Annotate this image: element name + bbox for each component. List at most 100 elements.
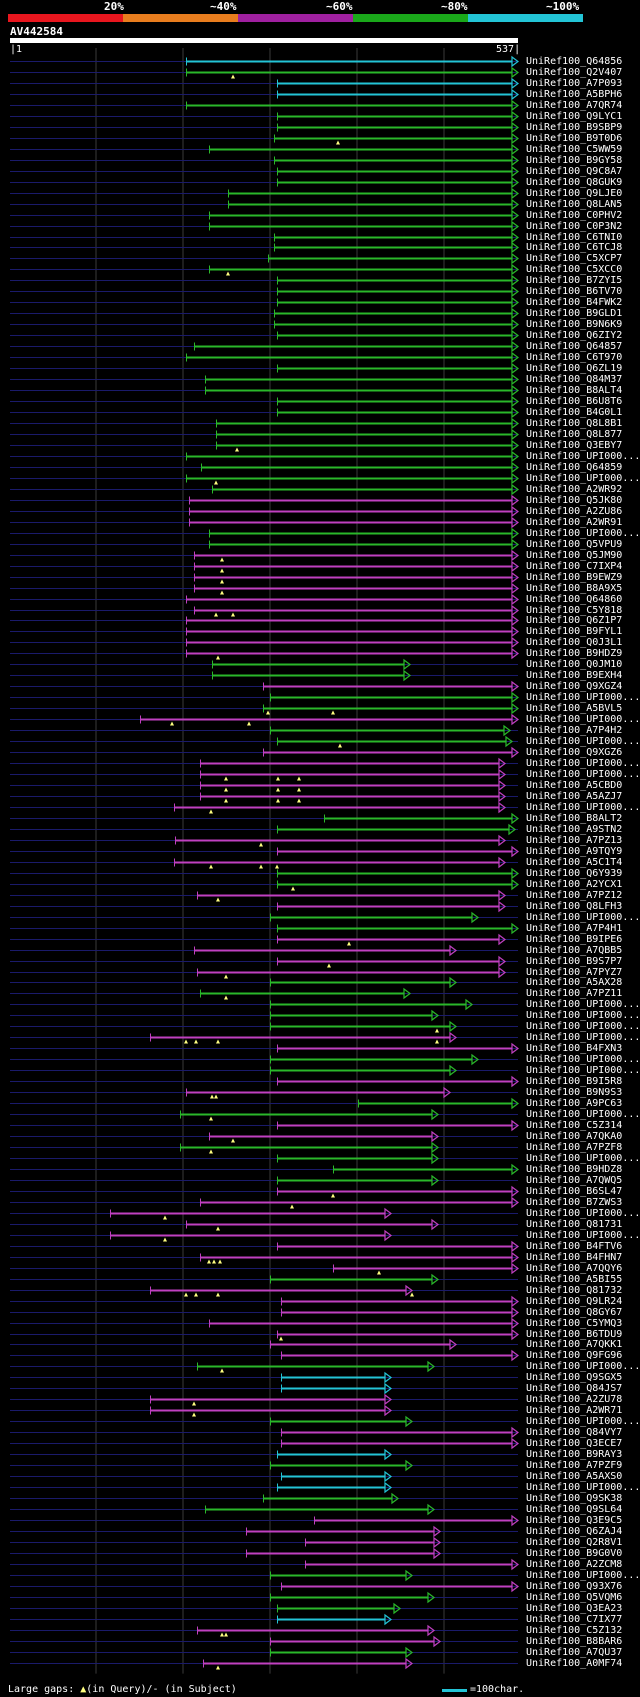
hit-label[interactable]: UniRef100_Q81732: [526, 1284, 623, 1296]
hit-label[interactable]: UniRef100_UPI000...: [526, 472, 640, 484]
hit-label[interactable]: UniRef100_UPI000...: [526, 1569, 640, 1581]
hit-label[interactable]: UniRef100_A2WR71: [526, 1404, 623, 1416]
hit-label[interactable]: UniRef100_B9S7P7: [526, 955, 623, 967]
hit-label[interactable]: UniRef100_Q9SGX5: [526, 1371, 623, 1383]
hit-label[interactable]: UniRef100_UPI000...: [526, 691, 640, 703]
hit-label[interactable]: UniRef100_C7IXP4: [526, 560, 623, 572]
hit-label[interactable]: UniRef100_Q9LYC1: [526, 110, 623, 122]
hit-label[interactable]: UniRef100_B9I5R8: [526, 1075, 623, 1087]
hit-label[interactable]: UniRef100_UPI000...: [526, 735, 640, 747]
hit-label[interactable]: UniRef100_Q64860: [526, 593, 623, 605]
hit-label[interactable]: UniRef100_B9GLD1: [526, 307, 623, 319]
hit-label[interactable]: UniRef100_Q6ZIY2: [526, 329, 623, 341]
hit-label[interactable]: UniRef100_Q6ZL19: [526, 362, 623, 374]
hit-label[interactable]: UniRef100_B6SL47: [526, 1185, 623, 1197]
hit-label[interactable]: UniRef100_A5BPH6: [526, 88, 623, 100]
hit-label[interactable]: UniRef100_Q0JM10: [526, 658, 623, 670]
hit-label[interactable]: UniRef100_UPI000...: [526, 768, 640, 780]
hit-label[interactable]: UniRef100_A7QR74: [526, 99, 623, 111]
hit-label[interactable]: UniRef100_Q8LAN5: [526, 198, 623, 210]
hit-label[interactable]: UniRef100_Q84JS7: [526, 1382, 623, 1394]
hit-label[interactable]: UniRef100_UPI000...: [526, 1020, 640, 1032]
hit-label[interactable]: UniRef100_Q3E9C5: [526, 1514, 623, 1526]
hit-label[interactable]: UniRef100_Q3ECE7: [526, 1437, 623, 1449]
hit-label[interactable]: UniRef100_Q5JK80: [526, 494, 623, 506]
hit-label[interactable]: UniRef100_A2WR91: [526, 516, 623, 528]
hit-label[interactable]: UniRef100_A0MF74: [526, 1657, 623, 1669]
hit-label[interactable]: UniRef100_A7PZF8: [526, 1141, 623, 1153]
hit-label[interactable]: UniRef100_A7P4H1: [526, 922, 623, 934]
hit-label[interactable]: UniRef100_B9HDZ9: [526, 647, 623, 659]
hit-label[interactable]: UniRef100_B4FHN7: [526, 1251, 623, 1263]
hit-label[interactable]: UniRef100_UPI000...: [526, 1108, 640, 1120]
hit-label[interactable]: UniRef100_B9HDZ8: [526, 1163, 623, 1175]
hit-label[interactable]: UniRef100_Q8GY67: [526, 1306, 623, 1318]
hit-label[interactable]: UniRef100_B7ZWS3: [526, 1196, 623, 1208]
hit-label[interactable]: UniRef100_C0P3N2: [526, 220, 623, 232]
hit-label[interactable]: UniRef100_B9EXH4: [526, 669, 623, 681]
hit-label[interactable]: UniRef100_Q5VQM6: [526, 1591, 623, 1603]
hit-label[interactable]: UniRef100_B7ZYI5: [526, 274, 623, 286]
hit-label[interactable]: UniRef100_A5BI55: [526, 1273, 623, 1285]
hit-label[interactable]: UniRef100_UPI000...: [526, 450, 640, 462]
hit-label[interactable]: UniRef100_A7P4H2: [526, 724, 623, 736]
hit-label[interactable]: UniRef100_UPI000...: [526, 911, 640, 923]
hit-label[interactable]: UniRef100_B8ALT4: [526, 384, 623, 396]
hit-label[interactable]: UniRef100_A7PZ12: [526, 889, 623, 901]
hit-label[interactable]: UniRef100_Q6ZAJ4: [526, 1525, 623, 1537]
hit-label[interactable]: UniRef100_UPI000...: [526, 713, 640, 725]
hit-label[interactable]: UniRef100_C7IX77: [526, 1613, 623, 1625]
hit-label[interactable]: UniRef100_A2YCX1: [526, 878, 623, 890]
hit-label[interactable]: UniRef100_B6U8T6: [526, 395, 623, 407]
hit-label[interactable]: UniRef100_B8A9X5: [526, 582, 623, 594]
hit-label[interactable]: UniRef100_C5WW59: [526, 143, 623, 155]
hit-label[interactable]: UniRef100_UPI000...: [526, 527, 640, 539]
hit-label[interactable]: UniRef100_Q84VY7: [526, 1426, 623, 1438]
hit-label[interactable]: UniRef100_A7QBB5: [526, 944, 623, 956]
hit-label[interactable]: UniRef100_B8ALT2: [526, 812, 623, 824]
hit-label[interactable]: UniRef100_B4FXN3: [526, 1042, 623, 1054]
hit-label[interactable]: UniRef100_C5Y818: [526, 604, 623, 616]
hit-label[interactable]: UniRef100_Q2V407: [526, 66, 623, 78]
hit-label[interactable]: UniRef100_Q81731: [526, 1218, 623, 1230]
hit-label[interactable]: UniRef100_A7QQY6: [526, 1262, 623, 1274]
hit-label[interactable]: UniRef100_A2WR92: [526, 483, 623, 495]
hit-label[interactable]: UniRef100_B9RAY3: [526, 1448, 623, 1460]
hit-label[interactable]: UniRef100_A2ZU78: [526, 1393, 623, 1405]
hit-label[interactable]: UniRef100_UPI000...: [526, 1009, 640, 1021]
hit-label[interactable]: UniRef100_UPI000...: [526, 1031, 640, 1043]
hit-label[interactable]: UniRef100_C5Z314: [526, 1119, 623, 1131]
hit-label[interactable]: UniRef100_Q5JM90: [526, 549, 623, 561]
hit-label[interactable]: UniRef100_Q9SK38: [526, 1492, 623, 1504]
hit-label[interactable]: UniRef100_UPI000...: [526, 757, 640, 769]
hit-label[interactable]: UniRef100_A5BVL5: [526, 702, 623, 714]
hit-label[interactable]: UniRef100_B9SBP9: [526, 121, 623, 133]
hit-label[interactable]: UniRef100_Q8L877: [526, 428, 623, 440]
hit-label[interactable]: UniRef100_A7QKK1: [526, 1338, 623, 1350]
hit-label[interactable]: UniRef100_A7PZF9: [526, 1459, 623, 1471]
hit-label[interactable]: UniRef100_Q64856: [526, 55, 623, 67]
hit-label[interactable]: UniRef100_Q9SL64: [526, 1503, 623, 1515]
hit-label[interactable]: UniRef100_A7PZ11: [526, 987, 623, 999]
hit-label[interactable]: UniRef100_Q0J3L1: [526, 636, 623, 648]
hit-label[interactable]: UniRef100_B4G0L1: [526, 406, 623, 418]
hit-label[interactable]: UniRef100_UPI000...: [526, 1481, 640, 1493]
hit-label[interactable]: UniRef100_UPI000...: [526, 998, 640, 1010]
hit-label[interactable]: UniRef100_Q9FG96: [526, 1349, 623, 1361]
hit-label[interactable]: UniRef100_A9TQY9: [526, 845, 623, 857]
hit-label[interactable]: UniRef100_Q6Z1P7: [526, 614, 623, 626]
hit-label[interactable]: UniRef100_B9N6K9: [526, 318, 623, 330]
hit-label[interactable]: UniRef100_Q3EBY7: [526, 439, 623, 451]
hit-label[interactable]: UniRef100_A5C1T4: [526, 856, 623, 868]
hit-label[interactable]: UniRef100_A7P093: [526, 77, 623, 89]
hit-label[interactable]: UniRef100_Q9LJE0: [526, 187, 623, 199]
hit-label[interactable]: UniRef100_A7QWQ5: [526, 1174, 623, 1186]
hit-label[interactable]: UniRef100_UPI000...: [526, 1152, 640, 1164]
hit-label[interactable]: UniRef100_C6T970: [526, 351, 623, 363]
hit-label[interactable]: UniRef100_Q2R8V1: [526, 1536, 623, 1548]
hit-label[interactable]: UniRef100_B9T0D6: [526, 132, 623, 144]
hit-label[interactable]: UniRef100_C6TCJ8: [526, 241, 623, 253]
hit-label[interactable]: UniRef100_A7PZ13: [526, 834, 623, 846]
hit-label[interactable]: UniRef100_A7PYZ7: [526, 966, 623, 978]
hit-label[interactable]: UniRef100_Q9XGZ6: [526, 746, 623, 758]
